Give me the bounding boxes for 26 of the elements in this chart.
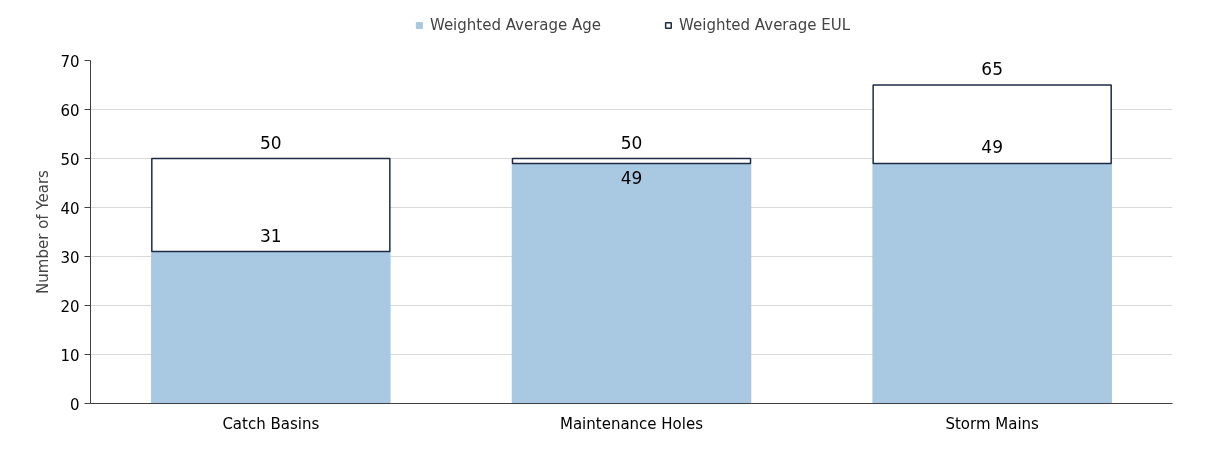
x-tick-label: Storm Mains — [945, 414, 1040, 433]
y-tick-label: 50 — [60, 150, 80, 169]
y-tick-label: 40 — [60, 199, 80, 218]
y-tick-label: 10 — [60, 346, 80, 365]
y-tick-label: 20 — [60, 297, 80, 316]
bar — [151, 250, 391, 404]
y-tick-label: 30 — [60, 248, 80, 267]
y-axis-title: Number of Years — [34, 169, 53, 294]
data-label: 31 — [260, 225, 282, 246]
total-label: 65 — [981, 59, 1003, 79]
data-label: 49 — [620, 168, 643, 189]
legend-label: Weighted Average Age — [429, 16, 602, 34]
total-label: 50 — [260, 132, 282, 153]
x-tick-label: Catch Basins — [222, 414, 320, 433]
bar — [151, 157, 391, 253]
legend-label: Weighted Average EUL — [679, 16, 851, 34]
bar — [872, 84, 1112, 165]
y-tick-label: 0 — [69, 395, 80, 414]
x-tick-label: Maintenance Holes — [559, 414, 704, 433]
y-tick-label: 70 — [60, 52, 80, 71]
total-label: 50 — [620, 132, 643, 153]
bar — [511, 157, 752, 165]
bar — [872, 162, 1112, 404]
y-tick-label: 60 — [60, 101, 80, 120]
bar — [511, 162, 752, 404]
data-label: 49 — [981, 137, 1003, 158]
